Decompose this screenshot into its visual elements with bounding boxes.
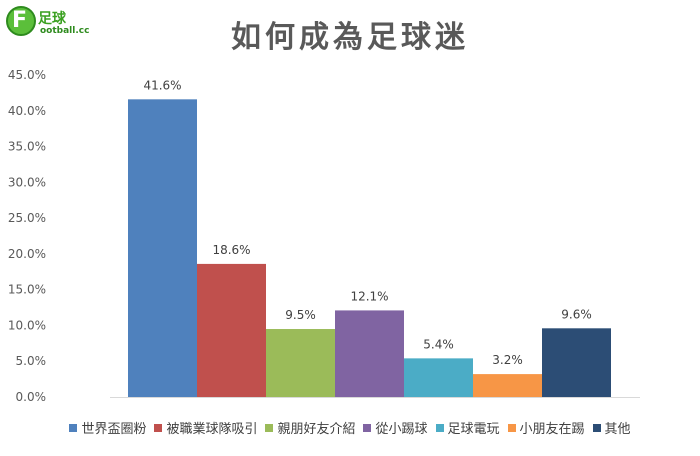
legend-label: 其他 — [604, 422, 631, 437]
legend-label: 親朋好友介紹 — [277, 422, 356, 437]
bar — [473, 374, 542, 397]
legend-item: 被職業球隊吸引 — [154, 418, 257, 437]
legend-item: 足球電玩 — [435, 418, 500, 437]
football-icon — [6, 6, 36, 36]
legend-item: 小朋友在踢 — [507, 418, 585, 437]
brand-logo: F 足球 ootball.cc — [6, 6, 98, 40]
bar-value-label: 9.5% — [285, 308, 316, 322]
chart-legend: 世界盃圈粉 被職業球隊吸引 親朋好友介紹 從小踢球 足球電玩 小朋友在踢 其他 — [0, 418, 700, 437]
legend-label: 被職業球隊吸引 — [166, 422, 258, 437]
legend-swatch — [507, 423, 516, 432]
y-tick-label: 30.0% — [8, 175, 46, 189]
legend-item: 世界盃圈粉 — [69, 418, 146, 437]
y-tick-label: 45.0% — [8, 68, 46, 82]
bar — [266, 329, 335, 397]
bar-value-label: 18.6% — [212, 243, 250, 257]
legend-label: 小朋友在踢 — [519, 422, 585, 437]
legend-label: 從小踢球 — [375, 422, 428, 437]
bar-value-label: 5.4% — [423, 337, 454, 351]
bar-value-label: 9.6% — [561, 307, 592, 321]
y-tick-label: 10.0% — [8, 318, 46, 332]
bar-value-label: 41.6% — [143, 78, 181, 92]
legend-swatch — [592, 423, 601, 432]
y-tick-label: 15.0% — [8, 283, 46, 297]
bar — [404, 358, 473, 397]
bar — [128, 99, 197, 397]
legend-label: 足球電玩 — [447, 422, 500, 437]
logo-mark: F — [12, 8, 28, 33]
legend-swatch — [363, 423, 372, 432]
legend-swatch — [435, 423, 444, 432]
legend-item: 其他 — [592, 418, 631, 437]
bar — [542, 328, 611, 397]
y-tick-label: 35.0% — [8, 140, 46, 154]
y-tick-label: 25.0% — [8, 211, 46, 225]
logo-text-en: ootball.cc — [40, 26, 90, 36]
logo-text-cn: 足球 — [38, 11, 66, 27]
chart-title: 如何成為足球迷 — [231, 20, 469, 55]
y-tick-label: 20.0% — [8, 247, 46, 261]
bar-value-label: 3.2% — [492, 353, 523, 367]
legend-swatch — [154, 423, 163, 432]
legend-item: 從小踢球 — [363, 418, 428, 437]
legend-swatch — [69, 423, 78, 432]
y-tick-label: 0.0% — [16, 390, 47, 404]
bar — [197, 263, 266, 397]
bar — [335, 310, 404, 397]
legend-item: 親朋好友介紹 — [265, 418, 355, 437]
bar-value-label: 12.1% — [350, 289, 388, 303]
legend-swatch — [265, 423, 274, 432]
y-tick-label: 40.0% — [8, 104, 46, 118]
y-tick-label: 5.0% — [16, 354, 47, 368]
legend-label: 世界盃圈粉 — [81, 422, 147, 437]
